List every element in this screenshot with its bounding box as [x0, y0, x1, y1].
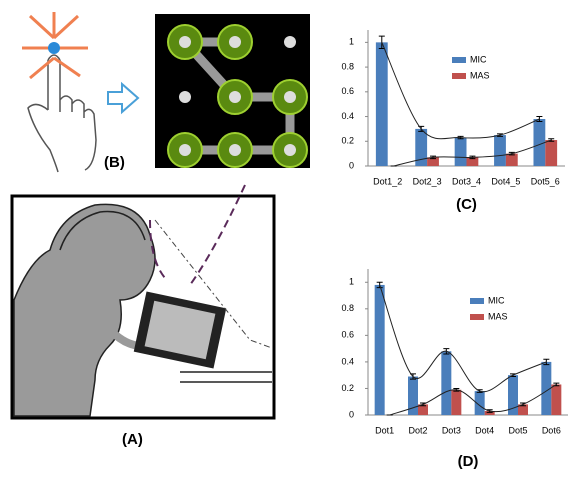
- trend-curve: [382, 42, 540, 138]
- x-tick-label: Dot2: [408, 425, 427, 435]
- bar: [375, 285, 385, 415]
- y-tick-label: 0: [349, 160, 354, 170]
- y-tick-label: 0.8: [341, 303, 354, 313]
- x-tick-label: Dot3_4: [452, 176, 481, 186]
- bar: [451, 390, 461, 415]
- pattern-dots: [168, 25, 307, 167]
- x-tick-label: Dot1_2: [373, 176, 402, 186]
- legend-swatch: [452, 57, 466, 63]
- x-tick-label: Dot5_6: [531, 176, 560, 186]
- x-tick-label: Dot5: [508, 425, 527, 435]
- y-tick-label: 1: [349, 277, 354, 287]
- y-tick-label: 0.2: [341, 383, 354, 393]
- y-tick-label: 0.8: [341, 61, 354, 71]
- touch-point: [48, 42, 60, 54]
- x-tick-label: Dot6: [542, 425, 561, 435]
- y-tick-label: 0.2: [341, 136, 354, 146]
- bar: [376, 42, 388, 166]
- bar: [551, 384, 561, 415]
- panel-label: (D): [458, 453, 479, 470]
- legend-swatch: [470, 298, 484, 304]
- x-tick-label: Dot4_5: [491, 176, 520, 186]
- panel-label: (C): [456, 196, 477, 213]
- x-tick-label: Dot1: [375, 425, 394, 435]
- x-tick-label: Dot2_3: [413, 176, 442, 186]
- legend-swatch: [470, 314, 484, 320]
- legend-label: MAS: [488, 311, 508, 321]
- arrow: [108, 84, 138, 112]
- y-tick-label: 0.6: [341, 330, 354, 340]
- legend-label: MAS: [470, 70, 490, 80]
- panel-label: (B): [104, 154, 125, 171]
- bar: [494, 135, 506, 166]
- x-tick-label: Dot4: [475, 425, 494, 435]
- trend-curve: [380, 285, 547, 392]
- bar: [545, 140, 557, 166]
- y-tick-label: 0.4: [341, 111, 354, 121]
- y-tick-label: 0.4: [341, 356, 354, 366]
- y-tick-label: 0.6: [341, 86, 354, 96]
- y-tick-label: 1: [349, 37, 354, 47]
- x-tick-label: Dot3: [442, 425, 461, 435]
- legend-swatch: [452, 73, 466, 79]
- legend-label: MIC: [470, 54, 487, 64]
- bar: [506, 154, 518, 166]
- panel-label: (A): [122, 431, 143, 448]
- legend-label: MIC: [488, 295, 505, 305]
- bar: [455, 138, 467, 166]
- y-tick-label: 0: [349, 409, 354, 419]
- bar: [441, 351, 451, 415]
- figure: (B) (A) 0 0.2 0.4 0.6 0.8 1 Dot1_2 Dot2_3 Dot3_4…: [0, 0, 578, 479]
